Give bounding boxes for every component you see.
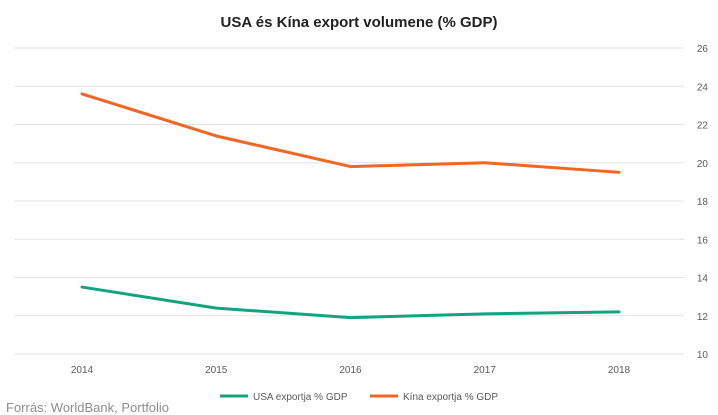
y-tick-label: 20 (697, 159, 709, 170)
x-tick-label: 2018 (608, 365, 631, 376)
legend-label: Kína exportja % GDP (403, 392, 498, 403)
chart-title: USA és Kína export volumene (% GDP) (220, 14, 497, 31)
y-axis: 10 12 14 16 18 20 22 24 26 (697, 44, 709, 361)
series-line-1 (80, 92, 621, 174)
x-tick-label: 2014 (71, 365, 94, 376)
y-tick-label: 18 (697, 197, 709, 208)
x-tick-label: 2016 (339, 365, 362, 376)
y-tick-label: 22 (697, 121, 709, 132)
y-tick-label: 14 (697, 274, 709, 285)
grid (14, 47, 684, 355)
x-tick-label: 2017 (474, 365, 497, 376)
y-tick-label: 16 (697, 235, 709, 246)
x-tick-label: 2015 (205, 365, 228, 376)
y-tick-label: 26 (697, 44, 709, 55)
plot-area (80, 92, 621, 320)
y-tick-label: 24 (697, 82, 709, 93)
y-tick-label: 12 (697, 312, 709, 323)
y-tick-label: 10 (697, 350, 709, 361)
legend: USA exportja % GDP Kína exportja % GDP (220, 392, 498, 403)
x-axis: 2014 2015 2016 2017 2018 (71, 365, 631, 376)
source-note: Forrás: WorldBank, Portfolio (6, 400, 169, 415)
legend-label: USA exportja % GDP (253, 392, 348, 403)
series-line-0 (80, 285, 621, 320)
